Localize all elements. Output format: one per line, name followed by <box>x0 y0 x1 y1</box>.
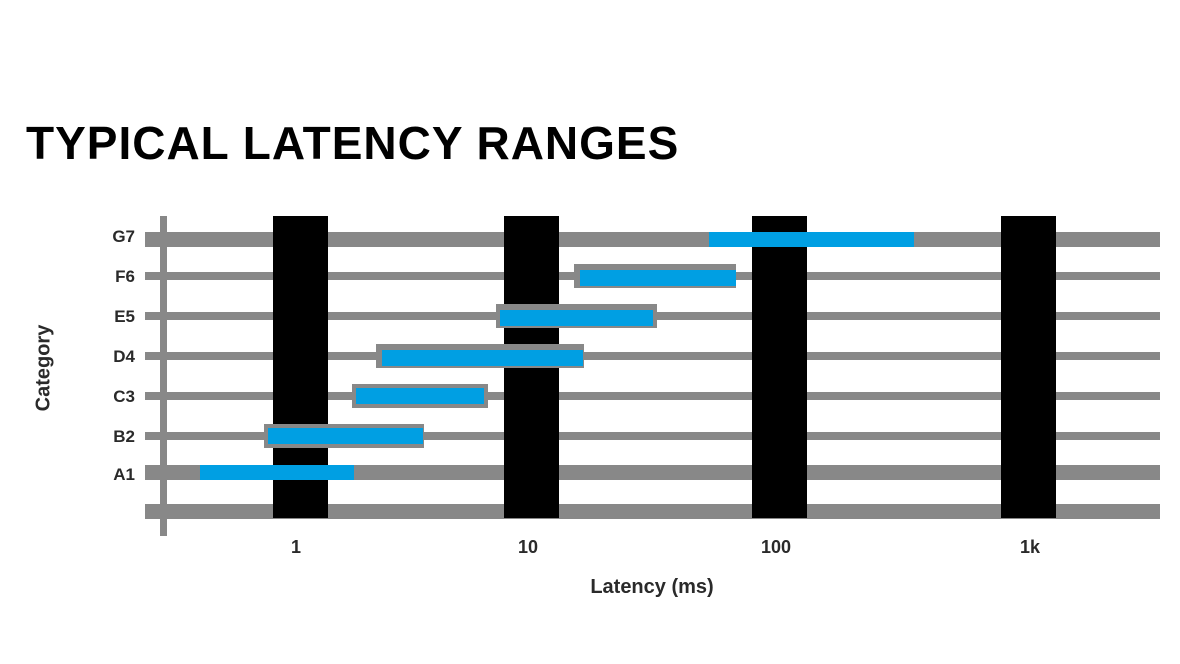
decade-stripe-100 <box>752 216 807 518</box>
range-bar-row-4 <box>382 350 583 366</box>
range-bar-row-7 <box>200 465 354 480</box>
range-bar-row-5 <box>356 388 484 404</box>
range-bar-row-3 <box>500 310 653 326</box>
range-bar-row-6 <box>268 428 423 444</box>
x-tick-label: 100 <box>760 537 792 557</box>
gridline-row-7 <box>145 465 1160 480</box>
y-tick-label: B2 <box>113 427 135 446</box>
x-tick-label: 1k <box>1019 537 1041 557</box>
x-tick-label: 1 <box>290 537 302 557</box>
gridline-row-5 <box>145 392 1160 400</box>
y-tick-label: C3 <box>113 387 135 406</box>
decade-stripe-1k <box>1001 216 1056 518</box>
range-bar-row-1 <box>709 232 914 247</box>
y-tick-label: G7 <box>112 227 135 246</box>
gridline-row-6 <box>145 432 1160 440</box>
range-bar-row-2 <box>580 270 736 286</box>
y-tick-label: F6 <box>115 267 135 286</box>
y-tick-label: A1 <box>113 465 135 484</box>
x-axis-baseline <box>145 504 1160 519</box>
x-axis-label: Latency (ms) <box>590 576 714 598</box>
y-tick-label: D4 <box>113 347 135 366</box>
y-tick-label: E5 <box>114 307 135 326</box>
y-axis-line <box>160 216 167 536</box>
gridline-row-4 <box>145 352 1160 360</box>
x-tick-label: 10 <box>517 537 539 557</box>
chart-title: TYPICAL LATENCY RANGES <box>26 117 680 169</box>
